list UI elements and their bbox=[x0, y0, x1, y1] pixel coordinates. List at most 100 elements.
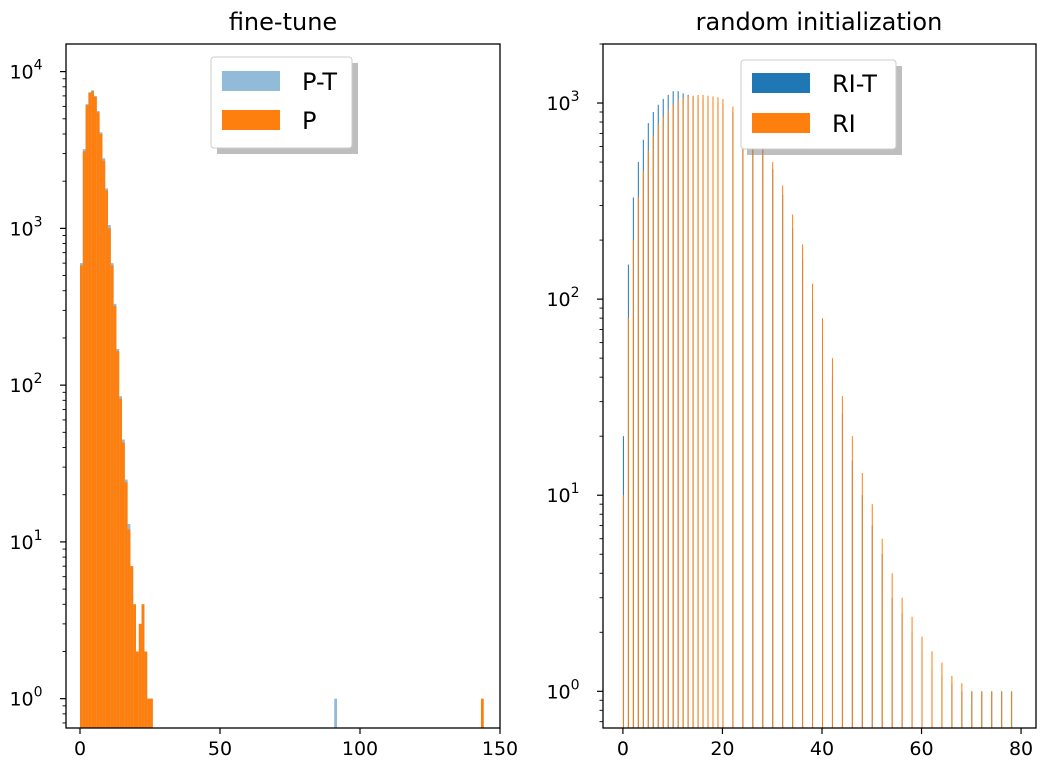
bar-ri bbox=[881, 538, 883, 728]
bar-p bbox=[127, 529, 131, 728]
legend: RI-T RI bbox=[740, 59, 902, 155]
bar-p bbox=[85, 105, 89, 728]
panel-fine-tune: fine-tune 100 101 102 103 104 0 50 100 150 P-T … bbox=[9, 8, 518, 760]
bar-p bbox=[133, 604, 136, 728]
bar-p bbox=[108, 228, 111, 728]
y-tick-label: 102 bbox=[546, 285, 579, 311]
legend-swatch-ri bbox=[752, 113, 810, 133]
bar-ri bbox=[821, 318, 823, 728]
bar-p bbox=[91, 91, 94, 728]
bar-ri bbox=[891, 573, 893, 728]
bar-p bbox=[136, 651, 139, 728]
y-tick-label: 102 bbox=[9, 371, 42, 397]
y-tick-label: 103 bbox=[546, 89, 579, 115]
legend-label-p: P bbox=[302, 107, 316, 135]
x-tick-label: 150 bbox=[482, 738, 518, 760]
bar-ri bbox=[871, 504, 873, 728]
legend: P-T P bbox=[210, 56, 358, 154]
bar-ri bbox=[752, 128, 754, 729]
bar-ri bbox=[687, 96, 689, 729]
y-axis: 100 101 102 103 104 bbox=[9, 58, 66, 724]
x-tick-label: 40 bbox=[810, 738, 834, 760]
bar-p bbox=[88, 93, 92, 728]
bar-p bbox=[122, 442, 125, 728]
bar-ri bbox=[792, 214, 794, 729]
bar-ri bbox=[692, 95, 694, 728]
bar-p bbox=[141, 604, 145, 728]
bar-ri bbox=[931, 651, 933, 728]
bar-ri bbox=[672, 104, 674, 728]
bar-p bbox=[119, 398, 122, 728]
legend-swatch-p bbox=[222, 110, 280, 130]
x-tick-label: 0 bbox=[617, 738, 629, 760]
bar-ri bbox=[901, 597, 903, 728]
bar-ri bbox=[1001, 691, 1003, 728]
y-tick-label: 101 bbox=[546, 481, 579, 507]
x-tick-label: 60 bbox=[909, 738, 933, 760]
plot-frame bbox=[65, 43, 501, 729]
bar-ri bbox=[911, 616, 913, 728]
bar-ri bbox=[667, 110, 669, 728]
histogram-bars bbox=[80, 90, 484, 729]
bar-ri bbox=[712, 96, 714, 729]
plot-frame bbox=[602, 43, 1037, 729]
x-tick-label: 0 bbox=[74, 738, 86, 760]
x-tick-label: 80 bbox=[1009, 738, 1033, 760]
bar-ri bbox=[841, 396, 843, 728]
bar-p bbox=[130, 566, 134, 728]
bar-ri bbox=[1011, 691, 1013, 728]
bar-p bbox=[99, 133, 103, 729]
bar-ri bbox=[981, 691, 983, 728]
bar-p bbox=[102, 160, 106, 728]
bar-ri bbox=[707, 95, 709, 728]
bar-ri bbox=[851, 436, 853, 728]
bar-ri bbox=[697, 94, 699, 728]
bar-ri bbox=[831, 358, 833, 728]
legend-swatch-ri-t bbox=[752, 73, 810, 93]
bar-p bbox=[82, 151, 86, 729]
chart-title: fine-tune bbox=[229, 8, 337, 36]
bar-p bbox=[94, 96, 97, 729]
x-tick-label: 100 bbox=[342, 738, 378, 760]
bar-ri bbox=[951, 675, 953, 728]
bar-ri bbox=[682, 98, 684, 728]
bar-ri bbox=[632, 240, 634, 728]
y-tick-label: 101 bbox=[9, 528, 42, 554]
bar-ri bbox=[637, 197, 639, 728]
bar-ri bbox=[732, 106, 734, 728]
bar-p bbox=[124, 482, 128, 728]
bar-ri bbox=[991, 691, 993, 728]
bar-ri bbox=[971, 691, 973, 728]
x-axis: 0 20 40 60 80 bbox=[617, 728, 1033, 760]
x-axis: 0 50 100 150 bbox=[74, 728, 518, 760]
bar-ri bbox=[647, 150, 649, 728]
bar-p bbox=[105, 190, 108, 728]
bar-ri bbox=[961, 683, 963, 728]
histogram-bars bbox=[622, 91, 1013, 729]
x-tick-label: 20 bbox=[710, 738, 734, 760]
legend-label-p-t: P-T bbox=[302, 68, 337, 96]
bar-ri bbox=[627, 318, 629, 728]
bar-ri bbox=[921, 636, 923, 728]
bar-ri bbox=[677, 100, 679, 728]
bar-p bbox=[113, 305, 117, 728]
bar-p bbox=[80, 265, 83, 728]
chart-title: random initialization bbox=[696, 8, 943, 36]
bar-ri bbox=[642, 171, 644, 728]
bar-ri bbox=[742, 115, 744, 729]
bar-ri bbox=[802, 244, 804, 728]
legend-swatch-p-t bbox=[222, 71, 280, 91]
y-tick-label: 104 bbox=[9, 58, 42, 84]
x-tick-label: 50 bbox=[208, 738, 232, 760]
y-tick-label: 100 bbox=[9, 685, 42, 711]
y-axis: 100 101 102 103 bbox=[546, 43, 603, 723]
legend-label-ri-t: RI-T bbox=[832, 70, 877, 98]
bar-p bbox=[144, 651, 148, 728]
bar-p bbox=[150, 698, 153, 728]
panel-random-initialization: random initialization 100 101 102 103 0 20 40… bbox=[546, 8, 1037, 760]
bar-ri bbox=[662, 116, 664, 729]
bar-ri bbox=[702, 94, 704, 728]
bar-ri bbox=[762, 143, 764, 729]
bar-ri bbox=[717, 97, 719, 728]
